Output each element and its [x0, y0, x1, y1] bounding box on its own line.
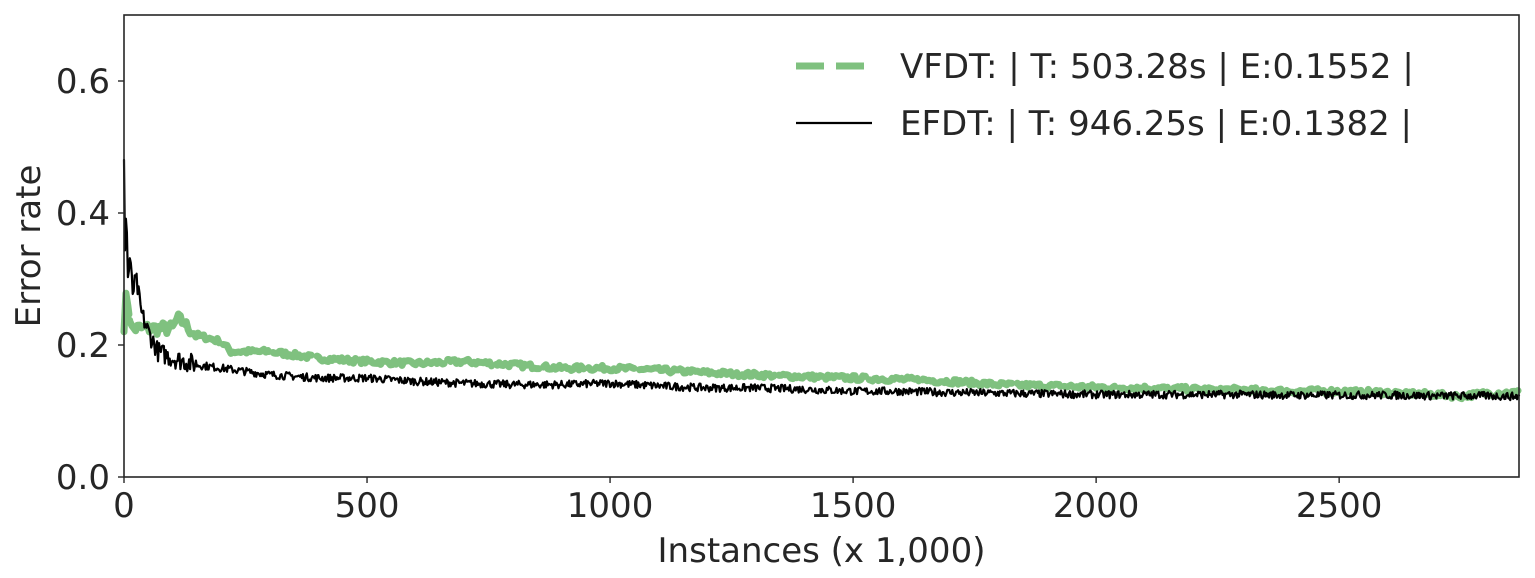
x-tick-label: 2500	[1296, 486, 1383, 526]
plot-series	[120, 158, 1522, 403]
x-tick-label: 0	[113, 486, 135, 526]
x-tick-label: 500	[335, 486, 400, 526]
y-axis-ticks: 0.0 0.2 0.4 0.6	[56, 62, 124, 498]
legend-label-1: EFDT: | T: 946.25s | E:0.1382 |	[900, 104, 1412, 144]
y-tick-label: 0.6	[56, 62, 110, 102]
x-tick-label: 1000	[567, 486, 654, 526]
series-line-1	[122, 158, 1521, 402]
x-axis-label: Instances (x 1,000)	[658, 531, 986, 571]
series-line-0	[120, 289, 1522, 403]
x-tick-label: 2000	[1053, 486, 1140, 526]
x-tick-label: 1500	[810, 486, 897, 526]
y-tick-label: 0.4	[56, 194, 110, 234]
y-axis-label: Error rate	[9, 165, 49, 328]
x-axis-ticks: 0 500 1000 1500 2000 2500	[113, 477, 1382, 526]
y-tick-label: 0.0	[56, 458, 110, 498]
y-tick-label: 0.2	[56, 326, 110, 366]
legend: VFDT: | T: 503.28s | E:0.1552 | EFDT: | T…	[796, 47, 1414, 144]
plot-frame	[123, 14, 1520, 478]
legend-label-0: VFDT: | T: 503.28s | E:0.1552 |	[900, 47, 1414, 87]
